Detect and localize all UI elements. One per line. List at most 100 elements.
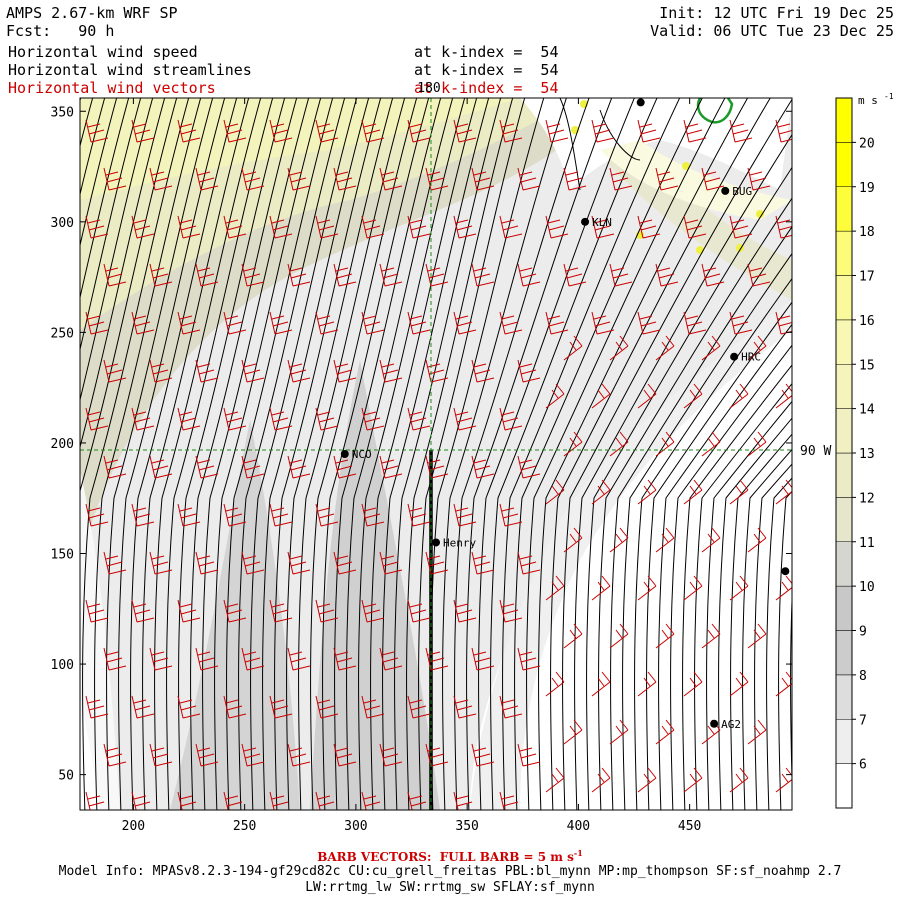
streamline-72 [706,400,792,810]
wind-barb-58 [563,263,587,287]
wind-barb-183 [425,647,449,671]
wind-barb-1 [131,119,155,143]
streamline-5 [0,93,10,815]
wind-barb-215 [425,743,449,767]
wind-barb-82 [195,359,219,383]
wind-barb-43 [591,215,615,239]
wind-barb-87 [425,359,449,383]
streamline-10 [0,93,70,815]
model-info: Model Info: MPASv8.2.3-194-gf29cd82c CU:… [58,864,842,879]
wind-barb-12 [637,119,661,143]
wind-barb-86 [379,359,403,383]
wind-barb-61 [701,263,725,287]
streamline-78 [778,490,792,810]
colorbar-swatch-7 [835,452,853,498]
streamline-45 [382,98,490,810]
wind-barb-212 [287,743,311,767]
wind-barb-71 [407,311,431,335]
wind-barb-68 [269,311,293,335]
wind-barb-100 [269,407,293,431]
streamline-34 [250,98,358,810]
wind-barb-143 [775,479,792,505]
wind-barb-34 [177,215,201,239]
wind-barb-233 [499,791,522,810]
wind-barb-72 [453,311,477,335]
colorbar-swatch-2 [835,674,853,720]
wind-barb-23 [425,167,449,191]
wind-barb-50 [195,263,219,287]
wind-barb-18 [195,167,219,191]
streamline-32 [226,98,334,810]
wind-barb-125 [701,431,721,457]
x-tick-label-4: 400 [567,819,590,834]
wind-barb-168 [453,599,477,623]
wind-barb-219 [609,719,629,745]
wind-barb-151 [425,551,449,575]
wind-barb-65 [131,311,155,335]
station-dot-7 [781,567,790,576]
station-label-0: NCO [352,448,372,461]
streamline-46 [394,98,502,810]
parallel-label: 90 W [800,444,831,459]
wind-barb-171 [591,575,611,601]
wind-barb-227 [223,791,246,810]
streamline-44 [370,98,478,810]
wind-barb-98 [177,407,201,431]
colorbar-swatch-9 [835,364,853,409]
wind-barb-147 [241,551,265,575]
wind-barb-102 [361,407,385,431]
streamline-25 [142,98,250,810]
wind-barb-97 [131,407,155,431]
wind-barb-3 [223,119,247,143]
wind-barb-26 [563,167,587,191]
wind-barb-35 [223,215,247,239]
wind-barb-196 [269,695,293,719]
wind-barb-63 [794,264,816,286]
wind-barb-92 [655,335,675,361]
streamline-18 [80,98,166,449]
y-tick-label-4: 250 [51,326,74,341]
wind-barb-217 [517,743,541,767]
wind-barb-76 [637,311,661,335]
yellow-spot-3 [756,210,764,218]
wind-barb-139 [591,479,611,505]
wind-barb-204 [637,671,657,697]
streamline-38 [298,98,406,810]
coastline [559,98,641,191]
streamline-70 [682,364,792,810]
wind-barb-182 [379,647,403,671]
shade-band-core-2 [310,360,440,810]
wind-barb-120 [471,455,495,479]
wind-barb-128 [85,503,109,527]
station-dot-4 [730,352,739,361]
wind-barb-167 [407,599,431,623]
wind-barb-192 [85,695,109,719]
wind-barb-203 [591,671,611,697]
wind-barb-207 [775,671,792,697]
station-dot-3 [721,186,730,195]
wind-barb-15 [775,119,792,143]
wind-barb-99 [223,407,247,431]
wind-barb-109 [683,383,703,409]
wind-barb-213 [333,743,357,767]
wind-barb-199 [407,695,431,719]
wind-barb-80 [103,359,127,383]
wind-barb-27 [609,167,633,191]
wind-barb-10 [545,119,569,143]
streamline-14 [80,98,118,248]
wind-barb-181 [333,647,357,671]
wind-barb-28 [655,167,679,191]
wind-barb-214 [379,743,403,767]
wind-barb-190 [747,623,767,649]
station-dot-5 [710,719,719,728]
colorbar-label-13: 19 [859,181,875,196]
colorbar-swatch-8 [835,408,853,454]
streamline-61 [574,133,792,810]
streamlines [0,93,792,815]
colorbar-label-9: 15 [859,358,875,373]
wind-barb-235 [591,767,611,793]
x-tick-label-2: 300 [344,819,367,834]
wind-barb-25 [517,167,541,191]
x-tick-label-3: 350 [455,819,478,834]
